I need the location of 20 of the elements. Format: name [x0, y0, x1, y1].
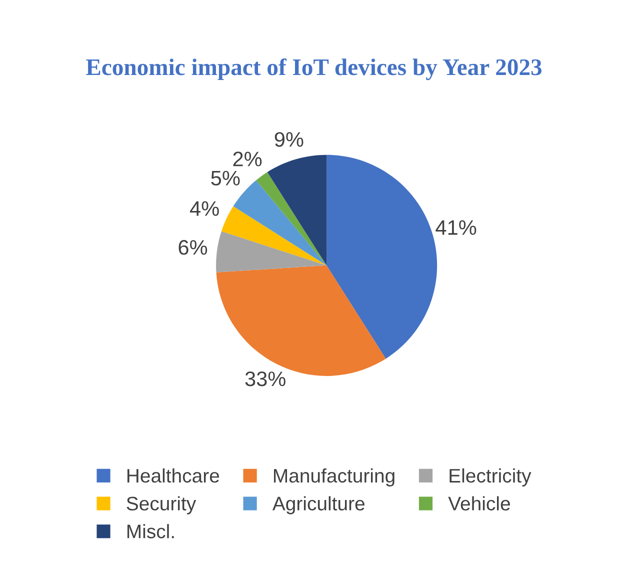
data-label: 9% [274, 132, 304, 147]
data-label: 2% [233, 152, 262, 166]
legend-label: Agriculture [272, 496, 364, 514]
legend-label: Vehicle [448, 496, 510, 510]
data-label: 41% [436, 220, 476, 235]
chart-title: Economic impact of IoT devices by Year 2023 [86, 58, 542, 80]
legend-label: Electricity [450, 468, 532, 486]
legend-label: Healthcare [127, 468, 220, 483]
pie-slice [256, 172, 327, 266]
pie-slice [221, 206, 327, 266]
pie-slice [267, 154, 327, 266]
legend-label: Miscl. [127, 524, 174, 538]
data-label: 4% [190, 201, 219, 216]
data-label: 6% [178, 240, 208, 255]
legend-label: Security [126, 496, 196, 514]
data-label: 33% [245, 371, 286, 386]
pie-slice [216, 231, 327, 272]
data-label: 5% [211, 170, 240, 186]
legend-label: Manufacturing [274, 468, 394, 486]
pie-slice [326, 154, 438, 359]
